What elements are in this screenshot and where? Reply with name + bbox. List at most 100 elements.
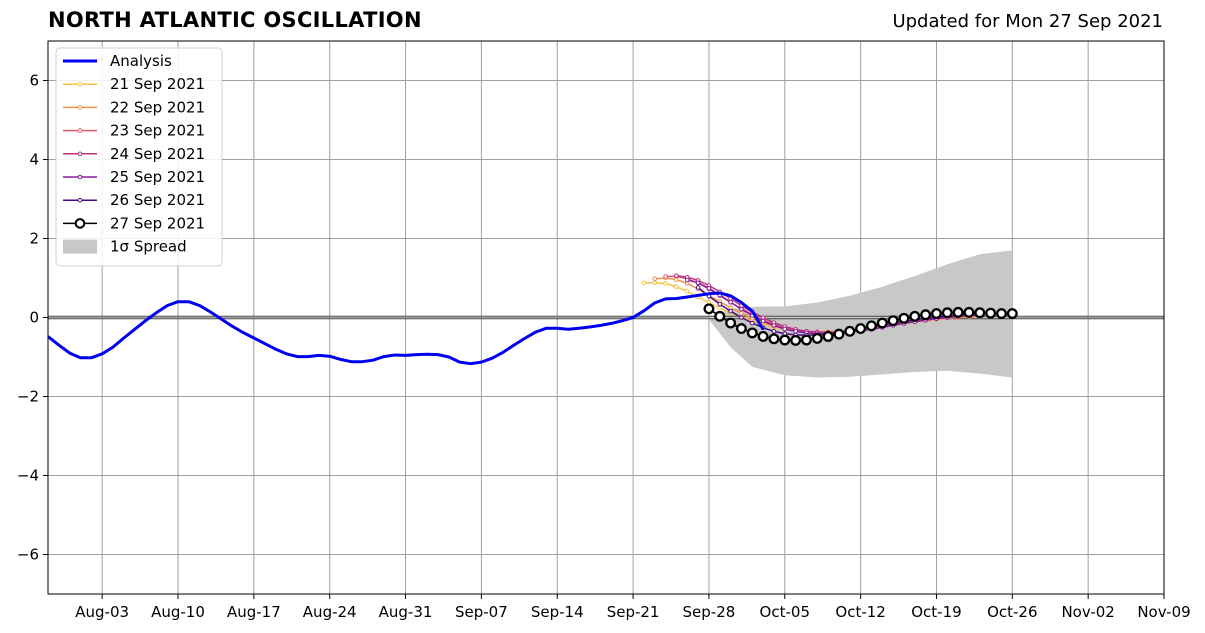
data-point bbox=[746, 327, 758, 339]
x-tick-label: Oct-12 bbox=[835, 603, 885, 621]
data-point bbox=[706, 285, 712, 291]
data-point bbox=[684, 289, 690, 294]
x-tick: Oct-12 bbox=[835, 594, 886, 621]
data-point bbox=[779, 334, 791, 346]
legend-label: 25 Sep 2021 bbox=[110, 168, 205, 186]
data-point bbox=[771, 323, 777, 328]
y-tick-label: −6 bbox=[17, 546, 39, 564]
series-27-sep-2021 bbox=[703, 303, 1018, 346]
data-point bbox=[739, 306, 744, 312]
data-point bbox=[771, 329, 777, 334]
series-layer bbox=[47, 273, 1018, 366]
y-tick-label: 2 bbox=[29, 230, 39, 248]
y-tick: 6 bbox=[29, 72, 48, 90]
x-tick: Oct-19 bbox=[911, 594, 962, 621]
data-point bbox=[941, 307, 953, 319]
data-point bbox=[800, 334, 812, 346]
chart-title: NORTH ATLANTIC OSCILLATION bbox=[48, 8, 422, 32]
data-point bbox=[749, 320, 755, 326]
legend-entry: 26 Sep 2021 bbox=[63, 191, 205, 209]
x-tick: Sep-14 bbox=[531, 594, 584, 621]
data-point bbox=[920, 309, 932, 321]
data-point bbox=[996, 308, 1007, 320]
legend-label: 1σ Spread bbox=[110, 238, 187, 256]
legend-entry: 1σ Spread bbox=[63, 238, 187, 256]
data-point bbox=[768, 333, 780, 345]
legend-entry: 22 Sep 2021 bbox=[63, 98, 205, 116]
data-point bbox=[844, 325, 856, 337]
axes-layer: Aug-03 Aug-10 Aug-17 Aug-24 Aug-31 Sep-07 Sep-… bbox=[17, 40, 1191, 621]
data-point bbox=[757, 331, 769, 342]
x-tick-label: Aug-31 bbox=[379, 603, 433, 621]
data-point bbox=[695, 285, 701, 290]
chart-subtitle: Updated for Mon 27 Sep 2021 bbox=[892, 11, 1163, 32]
data-point bbox=[735, 323, 747, 335]
y-tick-label: 6 bbox=[29, 72, 39, 90]
legend-entry: 25 Sep 2021 bbox=[63, 168, 205, 186]
y-tick: −4 bbox=[17, 467, 48, 485]
data-point bbox=[674, 284, 679, 289]
x-tick: Sep-28 bbox=[683, 594, 735, 621]
x-tick: Aug-24 bbox=[303, 594, 357, 621]
data-point bbox=[695, 280, 701, 286]
x-tick-label: Aug-03 bbox=[75, 603, 129, 621]
x-tick-label: Sep-21 bbox=[607, 603, 660, 621]
data-point bbox=[866, 320, 877, 332]
x-tick-label: Oct-26 bbox=[987, 603, 1037, 621]
legend-label: 24 Sep 2021 bbox=[110, 145, 205, 163]
legend-label: 27 Sep 2021 bbox=[110, 214, 205, 232]
series-line bbox=[47, 291, 765, 366]
x-tick-label: Sep-14 bbox=[531, 603, 584, 621]
legend-entry: Analysis bbox=[63, 52, 172, 70]
data-point bbox=[717, 301, 723, 307]
y-tick-label: 0 bbox=[29, 309, 39, 327]
y-tick: 0 bbox=[29, 309, 48, 327]
x-tick-label: Aug-24 bbox=[303, 603, 357, 621]
data-point bbox=[822, 331, 834, 342]
data-point bbox=[684, 277, 690, 283]
data-point bbox=[663, 281, 668, 286]
data-point bbox=[833, 328, 845, 340]
data-point bbox=[641, 280, 647, 286]
legend-label: 23 Sep 2021 bbox=[110, 122, 205, 140]
data-point bbox=[887, 315, 899, 327]
legend-marker bbox=[77, 105, 83, 110]
x-tick-label: Aug-17 bbox=[227, 603, 281, 621]
x-tick: Oct-05 bbox=[760, 594, 810, 621]
spread-band-layer bbox=[708, 250, 1013, 378]
legend-label: 26 Sep 2021 bbox=[110, 191, 205, 209]
data-point bbox=[663, 274, 668, 279]
data-point bbox=[652, 276, 658, 282]
data-point bbox=[717, 305, 723, 311]
legend-marker bbox=[77, 174, 83, 180]
legend-entry: 24 Sep 2021 bbox=[63, 145, 205, 163]
x-tick: Nov-02 bbox=[1061, 594, 1115, 621]
data-point bbox=[739, 310, 744, 316]
legend-marker bbox=[77, 151, 83, 157]
x-tick-label: Sep-07 bbox=[455, 603, 508, 621]
x-tick: Aug-31 bbox=[379, 594, 433, 621]
data-point bbox=[739, 315, 744, 320]
series-analysis bbox=[47, 291, 765, 366]
data-point bbox=[652, 280, 658, 286]
data-point bbox=[790, 334, 802, 346]
y-tick: −2 bbox=[17, 388, 48, 406]
data-point bbox=[728, 299, 733, 305]
x-tick: Sep-21 bbox=[607, 594, 660, 621]
legend-label: 22 Sep 2021 bbox=[110, 98, 205, 116]
data-point bbox=[963, 306, 975, 318]
legend-label: 21 Sep 2021 bbox=[110, 75, 205, 93]
x-tick: Oct-26 bbox=[987, 594, 1038, 621]
legend-entry: 27 Sep 2021 bbox=[63, 214, 205, 232]
legend-marker bbox=[74, 218, 86, 229]
y-tick-label: −4 bbox=[17, 467, 39, 485]
x-tick: Aug-17 bbox=[227, 594, 281, 621]
data-point bbox=[898, 312, 910, 324]
legend-entry: 23 Sep 2021 bbox=[63, 122, 205, 140]
y-tick: 2 bbox=[29, 230, 48, 248]
data-point bbox=[728, 308, 733, 314]
data-point bbox=[811, 332, 823, 344]
legend-entry: 21 Sep 2021 bbox=[63, 75, 205, 93]
